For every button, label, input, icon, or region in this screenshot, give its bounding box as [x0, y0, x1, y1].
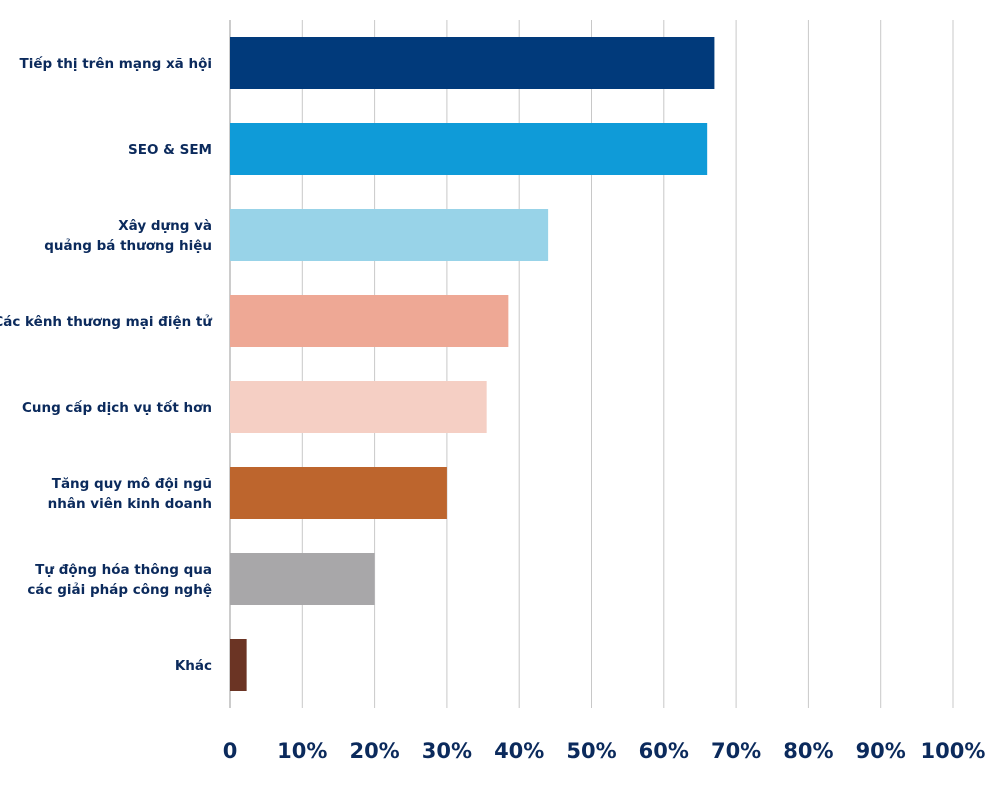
bar-7 — [230, 639, 247, 691]
bar-2 — [230, 209, 549, 261]
category-label-2-line-1: quảng bá thương hiệu — [44, 238, 212, 254]
bar-0 — [230, 37, 715, 89]
x-tick-label-50: 50% — [566, 739, 616, 763]
category-label-5-line-1: nhân viên kinh doanh — [48, 496, 212, 512]
category-label-3: Các kênh thương mại điện tử — [0, 314, 212, 330]
category-label-1: SEO & SEM — [128, 142, 212, 158]
x-tick-label-60: 60% — [639, 739, 689, 763]
x-tick-label-70: 70% — [711, 739, 761, 763]
x-tick-label-80: 80% — [783, 739, 833, 763]
bar-1 — [230, 123, 708, 175]
x-axis-tick-labels: 0 10% 20% 30% 40% 50% 60% 70% 80% 90% 100% — [223, 739, 985, 763]
category-label-4: Cung cấp dịch vụ tốt hơn — [22, 399, 212, 416]
bar-6 — [230, 553, 375, 605]
category-label-7: Khác — [175, 658, 212, 674]
x-tick-label-20: 20% — [349, 739, 399, 763]
category-labels: Tiếp thị trên mạng xã hội SEO & SEM Xây dự… — [0, 55, 212, 674]
x-tick-label-100: 100% — [921, 739, 985, 763]
category-label-6-line-0: Tự động hóa thông qua — [35, 562, 212, 578]
category-label-2-line-0: Xây dựng và — [118, 218, 212, 234]
bar-5 — [230, 467, 447, 519]
category-label-5-line-0: Tăng quy mô đội ngũ — [52, 476, 212, 492]
category-label-6-line-1: các giải pháp công nghệ — [27, 582, 212, 598]
bar-4 — [230, 381, 487, 433]
x-tick-label-30: 30% — [422, 739, 472, 763]
x-tick-label-10: 10% — [277, 739, 327, 763]
bar-3 — [230, 295, 509, 347]
x-tick-label-90: 90% — [856, 739, 906, 763]
category-label-0: Tiếp thị trên mạng xã hội — [19, 55, 212, 72]
x-tick-label-40: 40% — [494, 739, 544, 763]
chart-bars — [230, 37, 715, 691]
x-tick-label-0: 0 — [223, 739, 238, 763]
